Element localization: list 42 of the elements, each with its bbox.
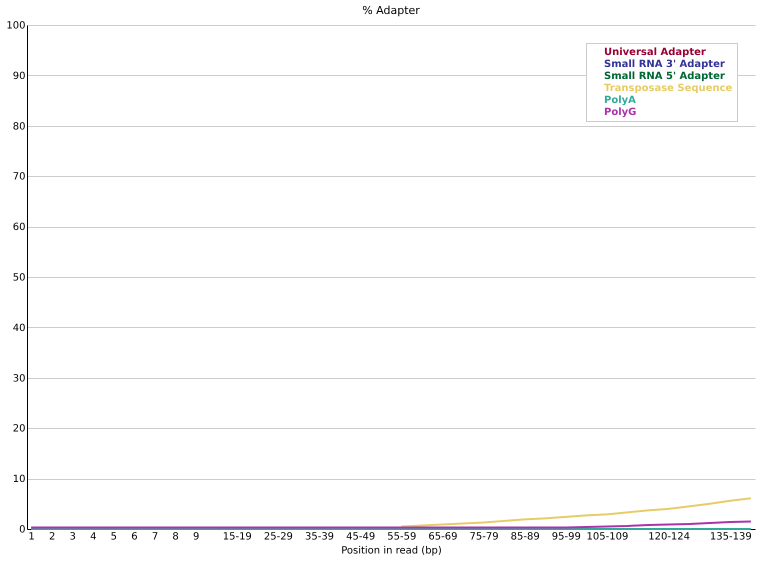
y-tick-label: 50 (12, 272, 26, 284)
x-tick-label: 35-39 (304, 532, 334, 542)
x-tick-label: 4 (90, 532, 96, 542)
x-axis-title: Position in read (bp) (341, 546, 442, 556)
y-tick-label: 60 (12, 222, 26, 234)
legend-label: Universal Adapter (604, 47, 706, 58)
text: PolyG (604, 107, 636, 118)
y-tick-label: 40 (12, 322, 26, 334)
x-tick-label: 2 (48, 532, 56, 542)
y-tick-label: 70 (12, 172, 26, 183)
x-tick-label: 135-139 (710, 532, 752, 542)
line-series (30, 520, 752, 528)
x-tick-label: 75-79 (470, 532, 499, 542)
x-tick-label: 45-49 (346, 532, 376, 542)
legend-label: Small RNA 3' Adapter (604, 59, 725, 70)
x-tick-label: 85-89 (510, 532, 540, 542)
x-tick-label: 1 (28, 532, 35, 542)
x-tick-label: 120-124 (648, 532, 690, 542)
text: Transposase Sequence (604, 83, 733, 94)
y-tick-label: 90 (12, 70, 26, 82)
y-tick-label: 10 (12, 474, 26, 486)
x-tick-label: 9 (192, 532, 200, 542)
y-tick-label: 30 (12, 373, 26, 384)
x-tick-label: 3 (70, 532, 76, 542)
legend-label: Small RNA 5' Adapter (604, 71, 725, 82)
x-tick-label: 15-19 (222, 532, 252, 542)
chart-title: % Adapter (362, 4, 420, 17)
line-series (400, 497, 752, 528)
y-tick-label: 20 (12, 424, 26, 435)
x-tick-label: 95-99 (552, 532, 581, 542)
x-tick-label: 55-59 (387, 532, 416, 542)
y-tick-label: 0 (19, 524, 26, 536)
text: PolyA (604, 95, 636, 106)
x-tick-label: 7 (152, 532, 158, 542)
x-tick-label: 5 (110, 532, 118, 542)
x-tick-label: 105-109 (586, 532, 628, 542)
y-tick-label: 100 (6, 20, 26, 32)
x-tick-label: 65-69 (428, 532, 458, 542)
y-tick-label: 80 (12, 121, 26, 132)
x-tick-label: 6 (131, 532, 138, 542)
x-tick-label: 25-29 (264, 532, 293, 542)
x-tick-label: 8 (172, 532, 179, 542)
